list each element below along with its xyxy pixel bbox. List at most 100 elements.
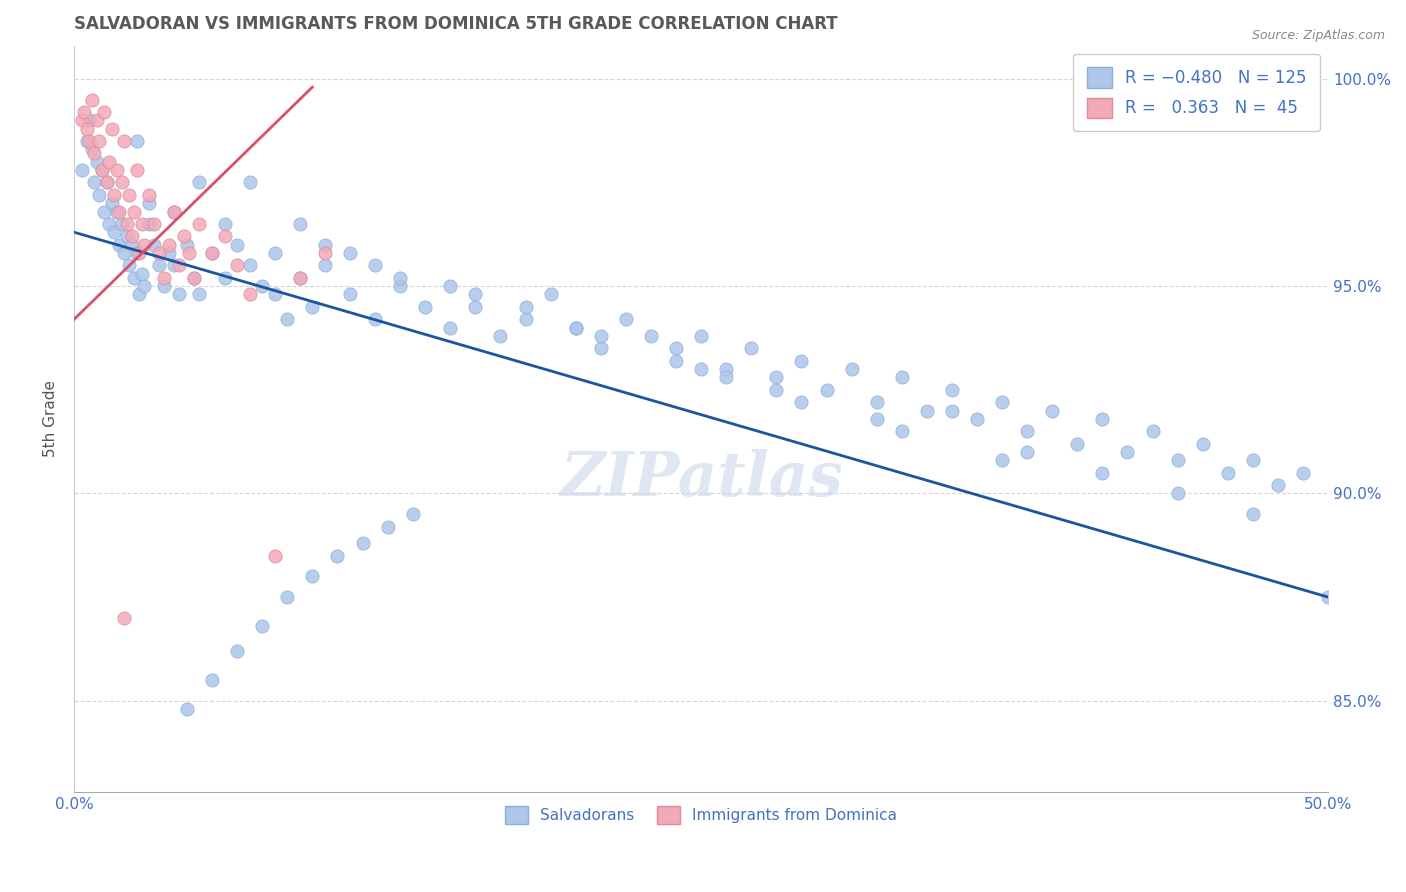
Point [226,259,249,273]
Point [815,383,838,397]
Point [76,121,98,136]
Point [301,569,323,583]
Point [540,287,562,301]
Point [111,217,134,231]
Point [90,163,112,178]
Point [169,287,191,301]
Point [389,279,412,293]
Point [250,619,273,633]
Point [124,270,146,285]
Point [690,362,713,376]
Point [77,113,100,128]
Point [143,237,166,252]
Point [179,246,201,260]
Point [966,412,988,426]
Point [288,270,311,285]
Point [121,229,143,244]
Point [1191,436,1213,450]
Point [288,217,311,231]
Point [111,176,134,190]
Point [157,246,180,260]
Point [103,225,125,239]
Point [589,329,612,343]
Point [991,453,1014,467]
Point [1292,466,1315,480]
Point [138,196,160,211]
Point [214,229,236,244]
Point [339,246,361,260]
Point [1167,453,1189,467]
Point [489,329,512,343]
Point [89,134,111,148]
Point [614,312,637,326]
Point [1267,478,1289,492]
Text: Source: ZipAtlas.com: Source: ZipAtlas.com [1251,29,1385,42]
Point [1040,403,1063,417]
Point [214,270,236,285]
Point [714,370,737,384]
Point [124,204,146,219]
Point [1241,453,1264,467]
Point [86,154,108,169]
Point [564,320,586,334]
Point [464,300,486,314]
Point [866,412,889,426]
Point [866,395,889,409]
Point [1317,590,1340,604]
Point [89,188,111,202]
Point [352,536,374,550]
Point [80,93,103,107]
Point [841,362,863,376]
Point [176,237,198,252]
Point [131,267,153,281]
Point [163,204,186,219]
Point [83,146,105,161]
Point [148,259,170,273]
Point [439,279,461,293]
Point [98,154,121,169]
Point [80,142,103,156]
Point [70,163,93,178]
Point [108,237,131,252]
Point [112,611,135,625]
Point [402,507,425,521]
Point [589,342,612,356]
Point [314,237,336,252]
Point [564,320,586,334]
Point [169,259,191,273]
Point [515,300,537,314]
Point [714,362,737,376]
Point [73,105,96,120]
Point [201,673,224,687]
Point [96,176,118,190]
Point [118,259,141,273]
Point [93,204,115,219]
Point [143,217,166,231]
Point [790,353,813,368]
Y-axis label: 5th Grade: 5th Grade [44,380,58,458]
Point [239,287,262,301]
Point [941,383,963,397]
Point [389,270,412,285]
Point [188,287,211,301]
Point [90,163,112,178]
Point [100,121,122,136]
Point [377,519,399,533]
Point [201,246,224,260]
Point [690,329,713,343]
Point [128,246,150,260]
Point [326,549,349,563]
Point [157,237,180,252]
Point [765,370,787,384]
Point [148,246,170,260]
Text: ZIPatlas: ZIPatlas [560,449,842,508]
Point [76,134,98,148]
Point [134,279,156,293]
Point [173,229,195,244]
Point [121,237,143,252]
Point [112,246,135,260]
Point [201,246,224,260]
Point [128,287,150,301]
Point [890,424,912,438]
Point [108,204,131,219]
